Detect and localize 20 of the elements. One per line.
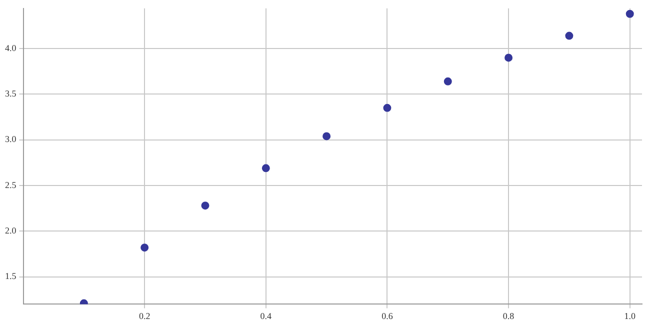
point — [565, 32, 574, 40]
x-tick-label: 0.8 — [502, 310, 515, 321]
x-tick-label: 0.2 — [138, 310, 150, 321]
point — [626, 10, 634, 18]
point — [444, 77, 452, 86]
y-tick-label: 3.5 — [5, 88, 17, 99]
x-tick-label: 1.0 — [624, 310, 636, 321]
x-tick-label: 0.4 — [260, 310, 272, 321]
point — [262, 164, 270, 172]
point — [383, 104, 392, 112]
point — [504, 54, 513, 62]
point — [201, 202, 210, 210]
y-tick-label: 4.0 — [5, 42, 17, 53]
point — [140, 244, 149, 252]
point — [322, 132, 331, 140]
x-tick-label: 0.6 — [382, 310, 394, 321]
y-tick-label: 2.0 — [5, 226, 17, 236]
y-tick-label: 3.0 — [5, 134, 17, 144]
y-tick-label: 1.5 — [5, 271, 17, 282]
y-tick-label: 2.5 — [5, 180, 17, 190]
